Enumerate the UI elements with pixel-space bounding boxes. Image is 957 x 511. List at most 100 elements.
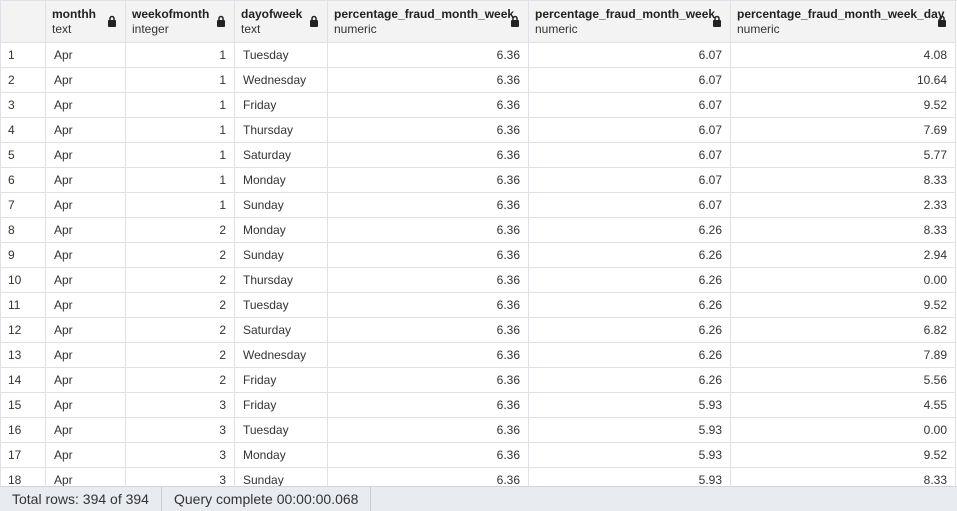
table-row[interactable]: 15 Apr 3 Friday 6.36 5.93 4.55 — [0, 392, 956, 418]
table-row[interactable]: 17 Apr 3 Monday 6.36 5.93 9.52 — [0, 442, 956, 468]
table-cell[interactable]: 0.00 — [730, 417, 956, 443]
row-number[interactable]: 13 — [0, 342, 46, 368]
table-cell[interactable]: 6.36 — [327, 167, 529, 193]
table-cell[interactable]: 4.08 — [730, 42, 956, 68]
table-cell[interactable]: 8.33 — [730, 217, 956, 243]
table-cell[interactable]: Apr — [45, 442, 126, 468]
table-cell[interactable]: 6.36 — [327, 342, 529, 368]
table-cell[interactable]: 1 — [125, 167, 235, 193]
table-cell[interactable]: Apr — [45, 467, 126, 486]
table-cell[interactable]: 6.26 — [528, 367, 731, 393]
table-cell[interactable]: 6.36 — [327, 417, 529, 443]
row-number[interactable]: 11 — [0, 292, 46, 318]
table-cell[interactable]: Apr — [45, 267, 126, 293]
table-cell[interactable]: 3 — [125, 467, 235, 486]
table-cell[interactable]: 6.07 — [528, 117, 731, 143]
table-cell[interactable]: 6.07 — [528, 42, 731, 68]
table-cell[interactable]: 6.07 — [528, 167, 731, 193]
row-number[interactable]: 14 — [0, 367, 46, 393]
table-cell[interactable]: Saturday — [234, 142, 328, 168]
table-row[interactable]: 18 Apr 3 Sunday 6.36 5.93 8.33 — [0, 467, 956, 486]
table-cell[interactable]: 9.52 — [730, 92, 956, 118]
table-cell[interactable]: Apr — [45, 192, 126, 218]
table-cell[interactable]: 6.26 — [528, 292, 731, 318]
column-header-4[interactable]: percentage_fraud_month_week numeric — [327, 1, 529, 43]
table-row[interactable]: 10 Apr 2 Thursday 6.36 6.26 0.00 — [0, 267, 956, 293]
table-cell[interactable]: Sunday — [234, 192, 328, 218]
table-cell[interactable]: Friday — [234, 92, 328, 118]
table-cell[interactable]: 6.36 — [327, 467, 529, 486]
table-cell[interactable]: 5.93 — [528, 392, 731, 418]
table-cell[interactable]: 6.26 — [528, 342, 731, 368]
column-header-3[interactable]: dayofweek text — [234, 1, 328, 43]
table-cell[interactable]: 6.36 — [327, 142, 529, 168]
table-cell[interactable]: 1 — [125, 192, 235, 218]
table-cell[interactable]: 3 — [125, 442, 235, 468]
table-cell[interactable]: 3 — [125, 392, 235, 418]
column-header-6[interactable]: percentage_fraud_month_week_day numeric — [730, 1, 956, 43]
table-cell[interactable]: Tuesday — [234, 292, 328, 318]
table-cell[interactable]: Apr — [45, 117, 126, 143]
row-number[interactable]: 16 — [0, 417, 46, 443]
table-cell[interactable]: 6.36 — [327, 292, 529, 318]
table-cell[interactable]: 8.33 — [730, 467, 956, 486]
table-cell[interactable]: 2 — [125, 267, 235, 293]
table-cell[interactable]: 6.07 — [528, 67, 731, 93]
table-cell[interactable]: 5.93 — [528, 417, 731, 443]
row-number[interactable]: 3 — [0, 92, 46, 118]
result-grid[interactable]: monthh text weekofmonth integer dayofweek tex… — [0, 0, 957, 486]
table-cell[interactable]: 7.89 — [730, 342, 956, 368]
table-cell[interactable]: Apr — [45, 167, 126, 193]
table-cell[interactable]: 6.36 — [327, 267, 529, 293]
table-cell[interactable]: 6.36 — [327, 42, 529, 68]
table-row[interactable]: 12 Apr 2 Saturday 6.36 6.26 6.82 — [0, 317, 956, 343]
table-cell[interactable]: Monday — [234, 442, 328, 468]
row-number[interactable]: 7 — [0, 192, 46, 218]
table-cell[interactable]: 1 — [125, 67, 235, 93]
table-row[interactable]: 14 Apr 2 Friday 6.36 6.26 5.56 — [0, 367, 956, 393]
table-cell[interactable]: Thursday — [234, 117, 328, 143]
table-cell[interactable]: 2 — [125, 242, 235, 268]
row-number[interactable]: 6 — [0, 167, 46, 193]
table-cell[interactable]: 6.36 — [327, 442, 529, 468]
table-cell[interactable]: 2 — [125, 342, 235, 368]
table-cell[interactable]: 5.56 — [730, 367, 956, 393]
table-cell[interactable]: Apr — [45, 67, 126, 93]
table-cell[interactable]: 0.00 — [730, 267, 956, 293]
table-cell[interactable]: 2 — [125, 292, 235, 318]
table-cell[interactable]: 4.55 — [730, 392, 956, 418]
table-cell[interactable]: 6.26 — [528, 217, 731, 243]
table-cell[interactable]: 6.07 — [528, 92, 731, 118]
row-number[interactable]: 15 — [0, 392, 46, 418]
table-cell[interactable]: 2.33 — [730, 192, 956, 218]
table-cell[interactable]: Apr — [45, 342, 126, 368]
table-cell[interactable]: 1 — [125, 142, 235, 168]
table-cell[interactable]: 6.36 — [327, 92, 529, 118]
table-cell[interactable]: Wednesday — [234, 67, 328, 93]
table-row[interactable]: 5 Apr 1 Saturday 6.36 6.07 5.77 — [0, 142, 956, 168]
table-cell[interactable]: Apr — [45, 317, 126, 343]
table-cell[interactable]: 5.93 — [528, 467, 731, 486]
table-cell[interactable]: 6.36 — [327, 392, 529, 418]
table-cell[interactable]: 6.26 — [528, 267, 731, 293]
row-number[interactable]: 17 — [0, 442, 46, 468]
table-cell[interactable]: 6.82 — [730, 317, 956, 343]
column-header-2[interactable]: weekofmonth integer — [125, 1, 235, 43]
table-cell[interactable]: 2 — [125, 317, 235, 343]
row-number[interactable]: 9 — [0, 242, 46, 268]
table-cell[interactable]: 9.52 — [730, 292, 956, 318]
table-cell[interactable]: 2 — [125, 217, 235, 243]
table-cell[interactable]: 5.93 — [528, 442, 731, 468]
table-cell[interactable]: Sunday — [234, 467, 328, 486]
table-cell[interactable]: 5.77 — [730, 142, 956, 168]
table-cell[interactable]: 1 — [125, 42, 235, 68]
table-cell[interactable]: Apr — [45, 367, 126, 393]
table-cell[interactable]: 6.26 — [528, 317, 731, 343]
table-cell[interactable]: Monday — [234, 167, 328, 193]
table-cell[interactable]: 6.36 — [327, 367, 529, 393]
row-number[interactable]: 12 — [0, 317, 46, 343]
table-cell[interactable]: 2 — [125, 367, 235, 393]
row-number[interactable]: 1 — [0, 42, 46, 68]
table-cell[interactable]: Apr — [45, 42, 126, 68]
table-cell[interactable]: Apr — [45, 217, 126, 243]
